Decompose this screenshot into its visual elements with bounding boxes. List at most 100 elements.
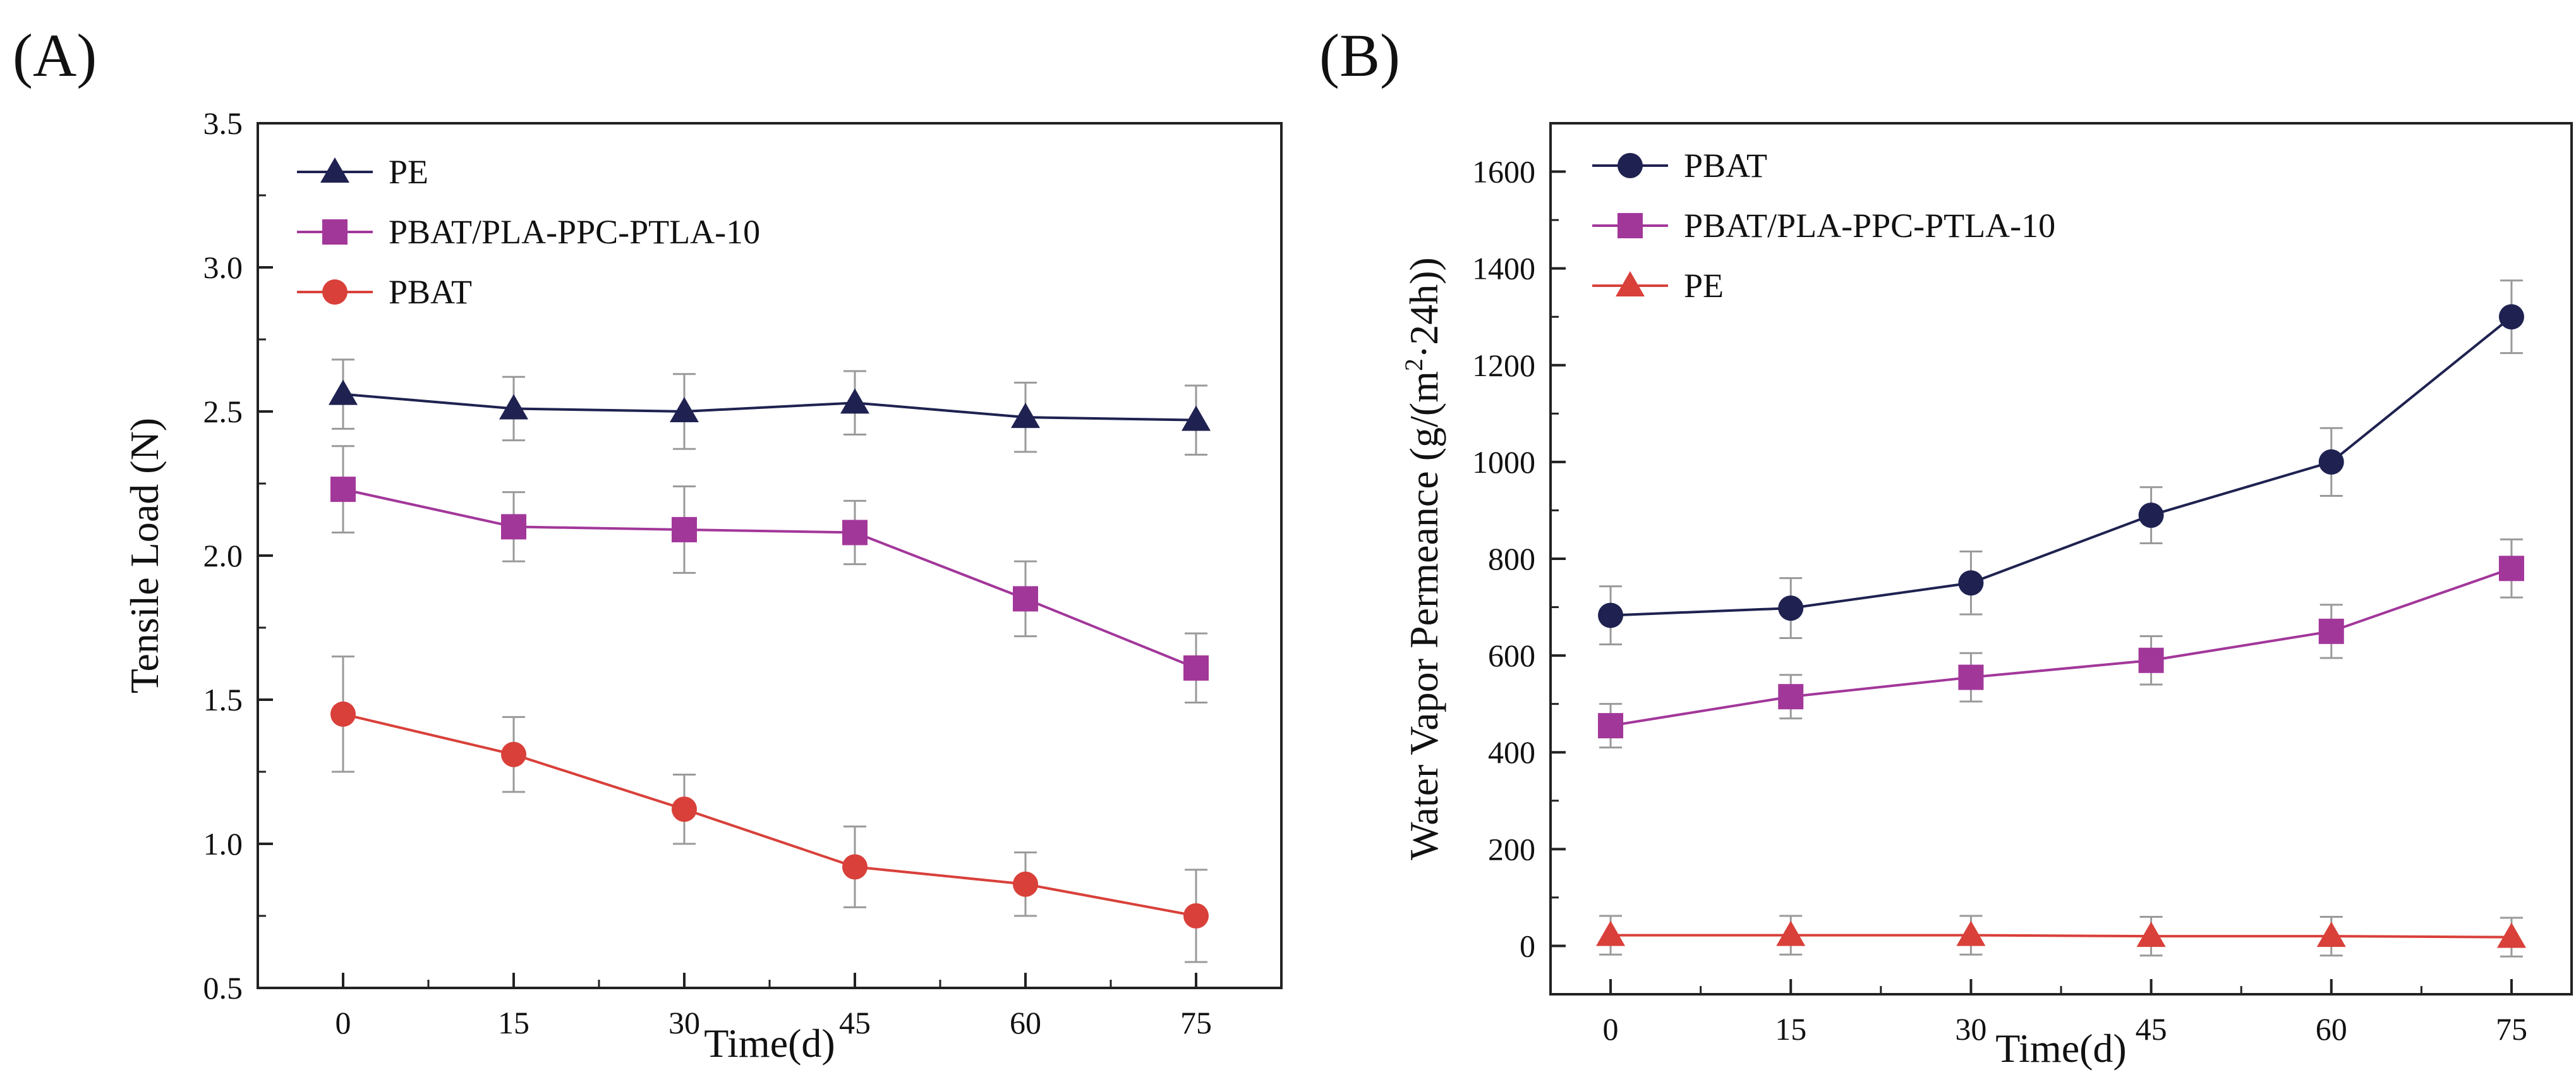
panel-a-x-tick-labels: 0 15 30 45 60 75 [336,1005,1212,1040]
series-line [342,712,1197,917]
x-tick-label: 45 [2136,1011,2167,1047]
series-line [342,393,1197,422]
y-tick-label: 200 [1488,831,1535,867]
y-tick-label: 0.5 [203,970,243,1006]
data-point [2316,922,2346,947]
panel-b-x-tick-labels: 0 15 30 45 60 75 [1603,1011,2527,1047]
data-point [1183,903,1209,929]
data-point [2318,449,2344,475]
x-tick-label: 60 [2316,1011,2347,1047]
panel-b-series [1596,279,2526,958]
y-tick-label: 1.0 [203,826,243,862]
legend-item: PBAT/PLA-PPC-PTLA-10 [297,213,760,251]
legend-label: PBAT [389,273,472,311]
y-tick-label: 800 [1488,541,1535,576]
data-point [2136,922,2166,947]
x-tick-label: 15 [1775,1011,1806,1047]
data-point [672,516,697,542]
data-point [330,701,356,727]
y-tick-label: 600 [1488,638,1535,673]
data-point [840,388,869,414]
panel-b-y-axis-label-superscript: 2 [1400,358,1428,371]
y-tick-label: 1400 [1472,251,1535,286]
data-point [1183,655,1209,681]
y-tick-label: 1200 [1472,348,1535,383]
data-point [1598,713,1624,739]
data-point [501,514,526,540]
panel-a-plot-frame [257,122,1283,989]
legend-label: PBAT/PLA-PPC-PTLA-10 [389,213,760,251]
x-tick-label: 0 [336,1005,351,1040]
panel-a-tensile-load-chart: (A) 0 15 30 45 60 75 0.5 1.0 1.5 2.0 2.5 3.0 3.5 Ti… [13,21,1283,1066]
data-point [1596,920,1626,946]
panel-a-label: (A) [13,21,97,89]
data-point [2318,618,2344,644]
legend-swatch-marker [1616,271,1645,296]
series-line [1610,315,2513,617]
panel-b-x-axis-label: Time(d) [1995,1026,2126,1071]
data-point [670,397,699,422]
data-point [1776,920,1806,946]
series-pe [329,358,1211,456]
legend-item: PE [1592,267,1724,305]
data-point [672,796,697,822]
data-point [842,854,868,880]
legend-swatch-marker [1618,213,1643,238]
x-tick-label: 30 [1955,1011,1986,1047]
data-point [2496,922,2526,948]
panel-b-y-tick-labels: 0 200 400 600 800 1000 1200 1400 1600 [1472,154,1535,964]
data-point [2498,556,2524,582]
series-line [1611,934,2512,939]
panel-b-legend: PBAT PBAT/PLA-PPC-PTLA-10 PE [1592,147,2055,305]
legend-item: PBAT [297,273,472,311]
legend-swatch-marker [320,157,349,183]
x-tick-label: 15 [498,1005,529,1040]
data-point [1958,570,1984,596]
data-point [501,741,526,767]
panel-b-y-axis-label-tail: ·24h)) [1401,257,1446,358]
legend-item: PBAT [1592,147,1767,185]
series-pbat-pla-ppc-ptla-10 [330,445,1209,704]
panel-a-y-tick-labels: 0.5 1.0 1.5 2.0 2.5 3.0 3.5 [203,106,243,1006]
y-tick-label: 0 [1520,928,1535,963]
series-pe [1596,915,2526,958]
data-point [2498,304,2524,330]
panel-b-y-axis-label-main: Water Vapor Permeance (g/(m [1401,371,1446,860]
y-tick-label: 400 [1488,734,1535,770]
data-point [2138,647,2164,673]
data-point [1778,684,1804,710]
legend-item: PE [297,153,428,191]
data-point [1598,602,1624,628]
x-tick-label: 0 [1603,1011,1619,1047]
y-tick-label: 1.5 [203,682,243,717]
legend-swatch-marker [322,219,348,245]
panel-b-water-vapor-chart: (B) 0 15 30 45 60 75 0 200 400 600 800 1000 1200 140… [1319,21,2573,1071]
x-tick-label: 60 [1010,1005,1041,1040]
data-point [1778,595,1804,621]
data-point [1958,664,1984,690]
data-point [1182,405,1211,431]
panel-b-ticks [1551,170,2513,994]
data-point [842,520,868,545]
panel-a-y-axis-label: Tensile Load (N) [122,418,167,693]
series-pbat [1598,279,2524,645]
legend-swatch-marker [322,279,348,305]
legend-label: PBAT/PLA-PPC-PTLA-10 [1684,207,2055,245]
panel-a-series [329,358,1211,963]
legend-item: PBAT/PLA-PPC-PTLA-10 [1592,207,2055,245]
legend-label: PE [1684,267,1724,305]
series-line [342,488,1197,669]
y-tick-label: 1000 [1472,444,1535,480]
x-tick-label: 75 [2496,1011,2527,1047]
data-point [1011,403,1040,429]
data-point [2138,502,2164,528]
panel-b-label: (B) [1319,21,1400,89]
series-pbat [330,655,1209,963]
legend-label: PBAT [1684,147,1767,185]
data-point [329,379,358,405]
legend-label: PE [389,153,428,191]
panel-b-y-axis-label: Water Vapor Permeance (g/(m2·24h)) [1400,257,1446,860]
x-tick-label: 30 [668,1005,700,1040]
series-line [1610,567,2512,728]
y-tick-label: 1600 [1472,154,1535,190]
